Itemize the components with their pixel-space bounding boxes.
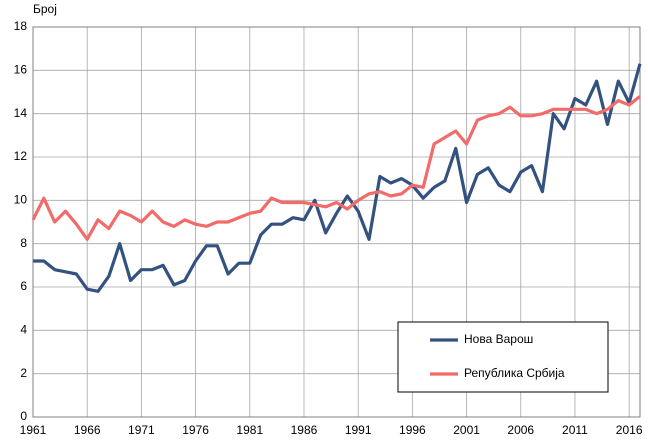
series-line (33, 63, 642, 293)
y-tick-label: 0 (20, 409, 27, 423)
y-tick-label: 2 (20, 366, 27, 380)
legend-label: Република Србија (464, 366, 565, 380)
x-tick-label: 1996 (399, 423, 426, 437)
x-tick-label: 2011 (562, 423, 588, 437)
legend-box (397, 321, 609, 393)
x-tick-label: 1971 (128, 423, 155, 437)
y-tick-label: 8 (20, 236, 27, 250)
x-tick-label: 1966 (74, 423, 101, 437)
y-tick-label: 18 (14, 19, 28, 33)
y-tick-label: 10 (14, 193, 28, 207)
x-tick-label: 2016 (616, 423, 643, 437)
x-tick-label: 1991 (345, 423, 372, 437)
x-tick-label: 2001 (453, 423, 480, 437)
y-axis-label: Број (33, 2, 57, 16)
y-tick-label: 4 (20, 323, 27, 337)
x-tick-label: 1986 (291, 423, 318, 437)
y-tick-label: 14 (14, 106, 28, 120)
plot-frame (32, 26, 641, 418)
y-tick-label: 12 (14, 149, 28, 163)
series-line (31, 95, 641, 241)
x-tick-label: 1976 (182, 423, 209, 437)
x-tick-label: 1961 (20, 423, 47, 437)
legend-label: Нова Варош (464, 332, 533, 346)
y-tick-label: 6 (20, 279, 27, 293)
y-tick-label: 16 (14, 63, 28, 77)
x-tick-label: 2006 (507, 423, 534, 437)
x-tick-label: 1981 (236, 423, 263, 437)
